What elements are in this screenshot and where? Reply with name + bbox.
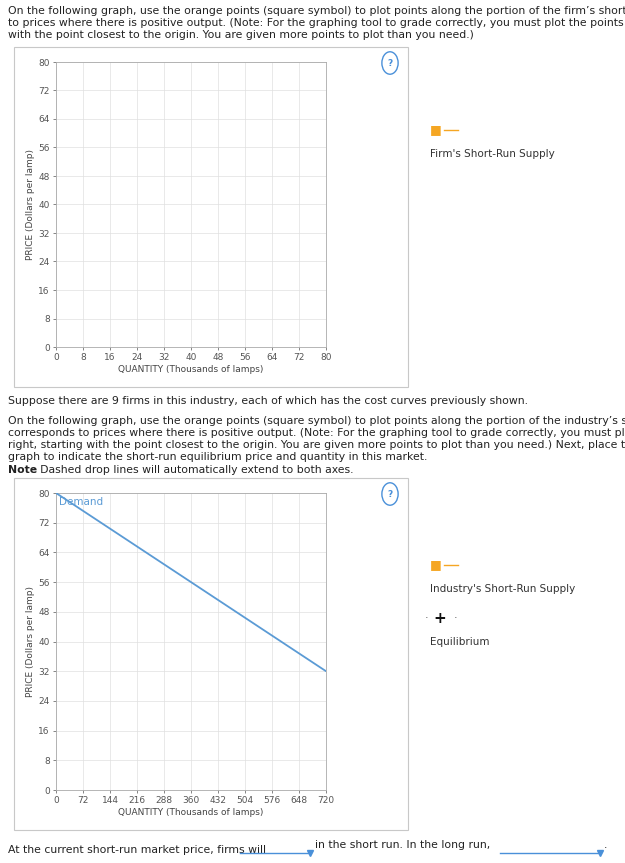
Text: ·: · (425, 613, 429, 623)
Text: ?: ? (388, 59, 392, 67)
Y-axis label: PRICE (Dollars per lamp): PRICE (Dollars per lamp) (26, 149, 36, 260)
Text: .: . (604, 840, 608, 850)
Text: Suppose there are 9 firms in this industry, each of which has the cost curves pr: Suppose there are 9 firms in this indust… (8, 396, 528, 406)
Text: Firm's Short-Run Supply: Firm's Short-Run Supply (430, 149, 555, 159)
Text: : Dashed drop lines will automatically extend to both axes.: : Dashed drop lines will automatically e… (33, 465, 354, 475)
Text: ·: · (454, 613, 458, 623)
Text: ■: ■ (430, 123, 442, 136)
Text: in the short run. In the long run,: in the short run. In the long run, (315, 840, 490, 850)
Text: graph to indicate the short-run equilibrium price and quantity in this market.: graph to indicate the short-run equilibr… (8, 452, 428, 462)
Text: Demand: Demand (59, 497, 103, 507)
Text: +: + (433, 610, 446, 626)
Text: Equilibrium: Equilibrium (430, 637, 489, 647)
Text: On the following graph, use the orange points (square symbol) to plot points alo: On the following graph, use the orange p… (8, 416, 625, 426)
X-axis label: QUANTITY (Thousands of lamps): QUANTITY (Thousands of lamps) (118, 365, 264, 374)
Text: with the point closest to the origin. You are given more points to plot than you: with the point closest to the origin. Yo… (8, 30, 474, 40)
Text: Note: Note (8, 465, 37, 475)
Text: to prices where there is positive output. (Note: For the graphing tool to grade : to prices where there is positive output… (8, 18, 625, 28)
Text: corresponds to prices where there is positive output. (Note: For the graphing to: corresponds to prices where there is pos… (8, 428, 625, 438)
Text: ■: ■ (430, 558, 442, 571)
Y-axis label: PRICE (Dollars per lamp): PRICE (Dollars per lamp) (26, 586, 36, 697)
Text: At the current short-run market price, firms will: At the current short-run market price, f… (8, 845, 266, 855)
Text: On the following graph, use the orange points (square symbol) to plot points alo: On the following graph, use the orange p… (8, 6, 625, 16)
X-axis label: QUANTITY (Thousands of lamps): QUANTITY (Thousands of lamps) (118, 808, 264, 817)
Text: right, starting with the point closest to the origin. You are given more points : right, starting with the point closest t… (8, 440, 625, 450)
Text: Industry's Short-Run Supply: Industry's Short-Run Supply (430, 584, 575, 594)
Text: ?: ? (388, 489, 392, 499)
